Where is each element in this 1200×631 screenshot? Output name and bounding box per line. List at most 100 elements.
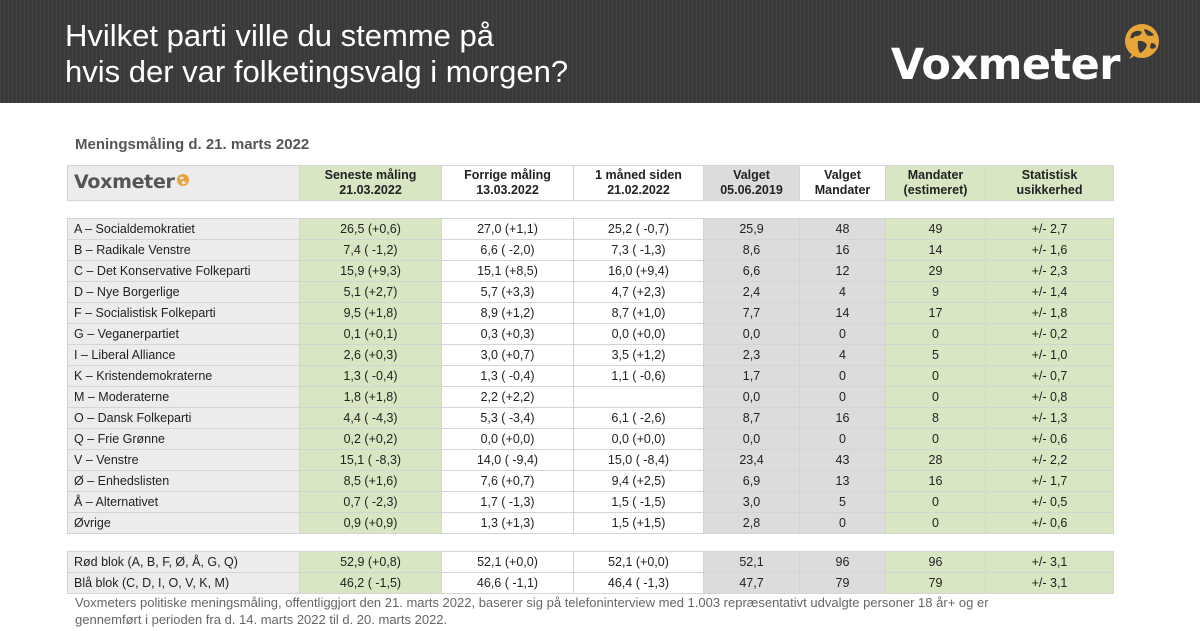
- value-cell: 4,4 ( -4,3): [299, 407, 442, 429]
- footnote-line-2: gennemført i perioden fra d. 14. marts 2…: [75, 612, 448, 627]
- value-cell: 25,9: [703, 218, 800, 240]
- globe-small-icon: [176, 173, 189, 186]
- value-cell: 0,0 (+0,0): [573, 428, 704, 450]
- value-cell: +/- 2,2: [985, 449, 1114, 471]
- party-name: O – Dansk Folkeparti: [67, 407, 300, 429]
- value-cell: 17: [885, 302, 986, 324]
- party-name: G – Veganerpartiet: [67, 323, 300, 345]
- value-cell: 0,0: [703, 428, 800, 450]
- column-header-uncertainty: Statistisk usikkerhed: [985, 165, 1114, 201]
- value-cell: 9,4 (+2,5): [573, 470, 704, 492]
- value-cell: 9,5 (+1,8): [299, 302, 442, 324]
- spacer-cell: [67, 200, 1114, 219]
- value-cell: 8,7 (+1,0): [573, 302, 704, 324]
- value-cell: 2,6 (+0,3): [299, 344, 442, 366]
- value-cell: 47,7: [703, 572, 800, 594]
- party-name: D – Nye Borgerlige: [67, 281, 300, 303]
- globe-icon: [1125, 24, 1159, 59]
- value-cell: 1,3 ( -0,4): [299, 365, 442, 387]
- subtitle: Meningsmåling d. 21. marts 2022: [75, 136, 310, 153]
- value-cell: 1,5 (+1,5): [573, 512, 704, 534]
- value-cell: 0: [885, 323, 986, 345]
- page-title: Hvilket parti ville du stemme på hvis de…: [65, 18, 568, 90]
- column-header-line: 21.02.2022: [607, 183, 670, 197]
- value-cell: 16: [799, 239, 886, 261]
- value-cell: 23,4: [703, 449, 800, 471]
- value-cell: 0,9 (+0,9): [299, 512, 442, 534]
- value-cell: 0,3 (+0,3): [441, 323, 574, 345]
- value-cell: 12: [799, 260, 886, 282]
- column-header-line: Mandater: [907, 168, 964, 182]
- value-cell: +/- 0,2: [985, 323, 1114, 345]
- value-cell: 1,3 (+1,3): [441, 512, 574, 534]
- value-cell: 14: [885, 239, 986, 261]
- footnote-line-1: Voxmeters politiske meningsmåling, offen…: [75, 595, 989, 610]
- party-row: I – Liberal Alliance 2,6 (+0,3) 3,0 (+0,7)…: [67, 344, 1114, 366]
- value-cell: 28: [885, 449, 986, 471]
- value-cell: 0: [885, 365, 986, 387]
- value-cell: 1,3 ( -0,4): [441, 365, 574, 387]
- spacer-cell: [67, 533, 1114, 552]
- spacer-row: [67, 200, 1114, 219]
- party-name: Ø – Enhedslisten: [67, 470, 300, 492]
- value-cell: 0,1 (+0,1): [299, 323, 442, 345]
- value-cell: 46,2 ( -1,5): [299, 572, 442, 594]
- value-cell: 3,0 (+0,7): [441, 344, 574, 366]
- column-header-month-ago: 1 måned siden 21.02.2022: [573, 165, 704, 201]
- party-row: Ø – Enhedslisten 8,5 (+1,6) 7,6 (+0,7) 9,4 …: [67, 470, 1114, 492]
- value-cell: 6,6 ( -2,0): [441, 239, 574, 261]
- value-cell: 52,9 (+0,8): [299, 551, 442, 573]
- value-cell: 0,0: [703, 386, 800, 408]
- title-line-1: Hvilket parti ville du stemme på: [65, 18, 494, 53]
- value-cell: 0,0 (+0,0): [441, 428, 574, 450]
- party-name: M – Moderaterne: [67, 386, 300, 408]
- value-cell: 52,1 (+0,0): [573, 551, 704, 573]
- column-header-line: 1 måned siden: [595, 168, 682, 182]
- value-cell: 26,5 (+0,6): [299, 218, 442, 240]
- header-banner: Hvilket parti ville du stemme på hvis de…: [0, 0, 1200, 103]
- value-cell: 0: [799, 323, 886, 345]
- column-header-line: usikkerhed: [1016, 183, 1083, 197]
- value-cell: 6,9: [703, 470, 800, 492]
- value-cell: 9: [885, 281, 986, 303]
- value-cell: 0: [799, 428, 886, 450]
- value-cell: 4,7 (+2,3): [573, 281, 704, 303]
- value-cell: 15,1 (+8,5): [441, 260, 574, 282]
- value-cell: 1,7: [703, 365, 800, 387]
- value-cell: 8: [885, 407, 986, 429]
- value-cell: 0,0: [703, 323, 800, 345]
- value-cell: 0: [885, 491, 986, 513]
- party-row: A – Socialdemokratiet 26,5 (+0,6) 27,0 (+1…: [67, 218, 1114, 240]
- title-line-2: hvis der var folketingsvalg i morgen?: [65, 54, 569, 89]
- column-header-line: Valget: [733, 168, 770, 182]
- value-cell: 5,1 (+2,7): [299, 281, 442, 303]
- spacer-row: [67, 533, 1114, 552]
- party-name: Blå blok (C, D, I, O, V, K, M): [67, 572, 300, 594]
- column-header-line: 05.06.2019: [720, 183, 783, 197]
- column-header-seats-estimated: Mandater (estimeret): [885, 165, 986, 201]
- party-name: K – Kristendemokraterne: [67, 365, 300, 387]
- value-cell: 0,7 ( -2,3): [299, 491, 442, 513]
- value-cell: 46,4 ( -1,3): [573, 572, 704, 594]
- party-name: Q – Frie Grønne: [67, 428, 300, 450]
- party-row: G – Veganerpartiet 0,1 (+0,1) 0,3 (+0,3) 0,…: [67, 323, 1114, 345]
- value-cell: 3,5 (+1,2): [573, 344, 704, 366]
- party-name: F – Socialistisk Folkeparti: [67, 302, 300, 324]
- party-row: B – Radikale Venstre 7,4 ( -1,2) 6,6 ( -2,…: [67, 239, 1114, 261]
- value-cell: 4: [799, 281, 886, 303]
- value-cell: +/- 3,1: [985, 551, 1114, 573]
- party-name: V – Venstre: [67, 449, 300, 471]
- column-header-line: Forrige måling: [464, 168, 551, 182]
- column-header-line: 21.03.2022: [339, 183, 402, 197]
- value-cell: 1,1 ( -0,6): [573, 365, 704, 387]
- value-cell: 1,7 ( -1,3): [441, 491, 574, 513]
- value-cell: 8,6: [703, 239, 800, 261]
- value-cell: 8,5 (+1,6): [299, 470, 442, 492]
- party-row: Q – Frie Grønne 0,2 (+0,2) 0,0 (+0,0) 0,0 (…: [67, 428, 1114, 450]
- value-cell: 79: [799, 572, 886, 594]
- column-header-previous: Forrige måling 13.03.2022: [441, 165, 574, 201]
- value-cell: 7,6 (+0,7): [441, 470, 574, 492]
- value-cell: +/- 0,5: [985, 491, 1114, 513]
- value-cell: +/- 1,7: [985, 470, 1114, 492]
- voxmeter-small-logo: Voxmeter: [74, 170, 175, 193]
